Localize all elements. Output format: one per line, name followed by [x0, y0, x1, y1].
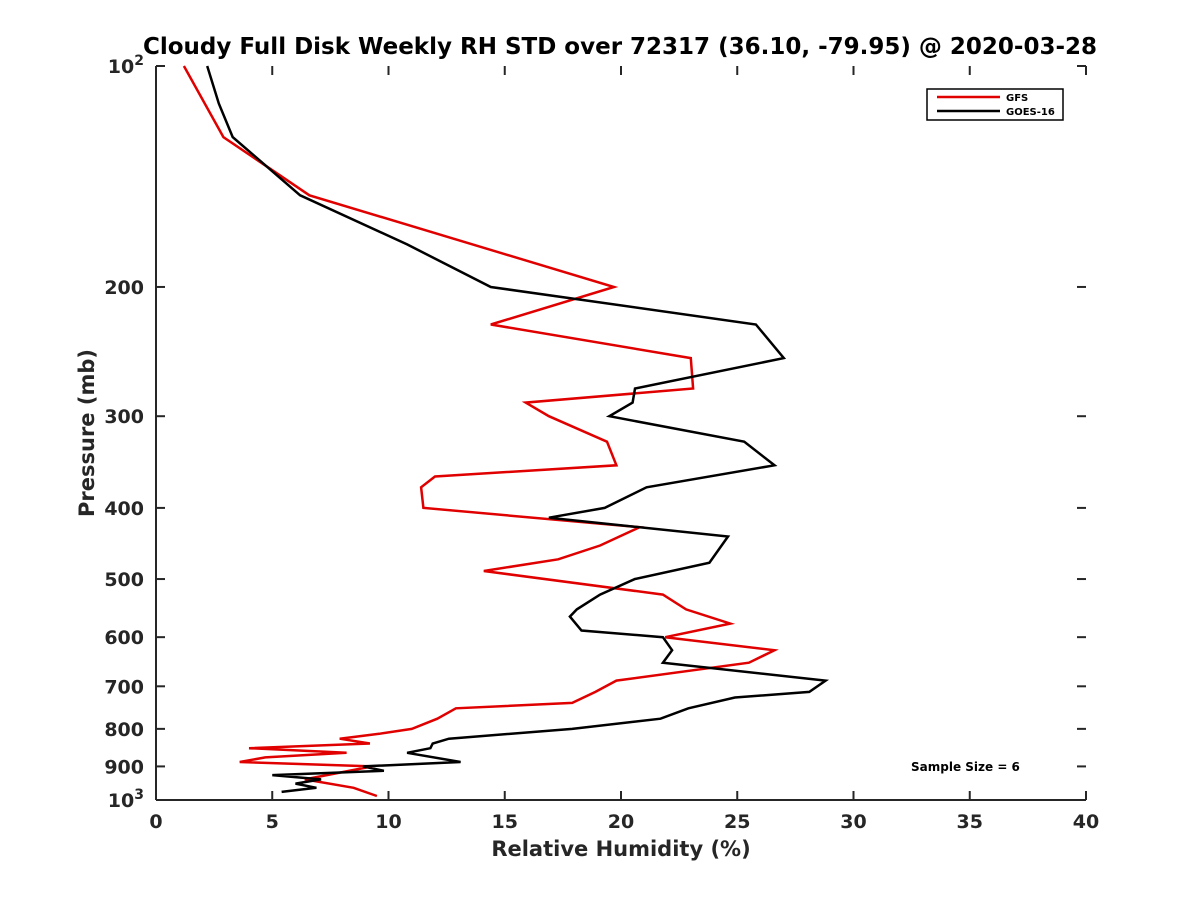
x-tick-label: 20	[608, 811, 634, 833]
x-tick-label: 40	[1073, 811, 1099, 833]
x-ticks: 0 5 10 15 20 25 30 35 40	[149, 66, 1099, 833]
x-tick-label: 10	[375, 811, 401, 833]
series-line-gfs	[182, 65, 779, 798]
y-axis-label: Pressure (mb)	[75, 349, 99, 517]
x-tick-label: 35	[957, 811, 983, 833]
x-tick-label: 25	[724, 811, 750, 833]
y-tick-label: 102	[108, 53, 144, 78]
x-tick-label: 0	[149, 811, 162, 833]
x-tick-label: 30	[840, 811, 866, 833]
legend: GFS GOES-16	[926, 88, 1064, 121]
plot-area	[156, 66, 1086, 800]
y-tick-label: 700	[104, 676, 144, 698]
legend-label-gfs: GFS	[1006, 93, 1028, 104]
sample-size-annotation: Sample Size = 6	[911, 760, 1020, 774]
y-tick-label: 200	[104, 277, 144, 299]
y-tick-label: 500	[104, 569, 144, 591]
y-tick-label: 900	[104, 756, 144, 778]
y-tick-label: 103	[108, 787, 144, 812]
x-tick-label: 15	[492, 811, 518, 833]
y-tick-label: 600	[104, 627, 144, 649]
x-tick-label: 5	[266, 811, 279, 833]
legend-label-goes16: GOES-16	[1006, 107, 1055, 118]
y-tick-label: 400	[104, 498, 144, 520]
legend-box	[926, 88, 1064, 121]
x-axis-label: Relative Humidity (%)	[491, 837, 750, 861]
series-line-goes16	[206, 65, 830, 794]
y-ticks: 102 200 300 400 500 600 700 800 900 103	[104, 53, 1086, 812]
chart-title: Cloudy Full Disk Weekly RH STD over 7231…	[143, 34, 1097, 60]
y-tick-label: 300	[104, 406, 144, 428]
series-layer	[182, 65, 830, 798]
y-tick-label: 800	[104, 719, 144, 741]
